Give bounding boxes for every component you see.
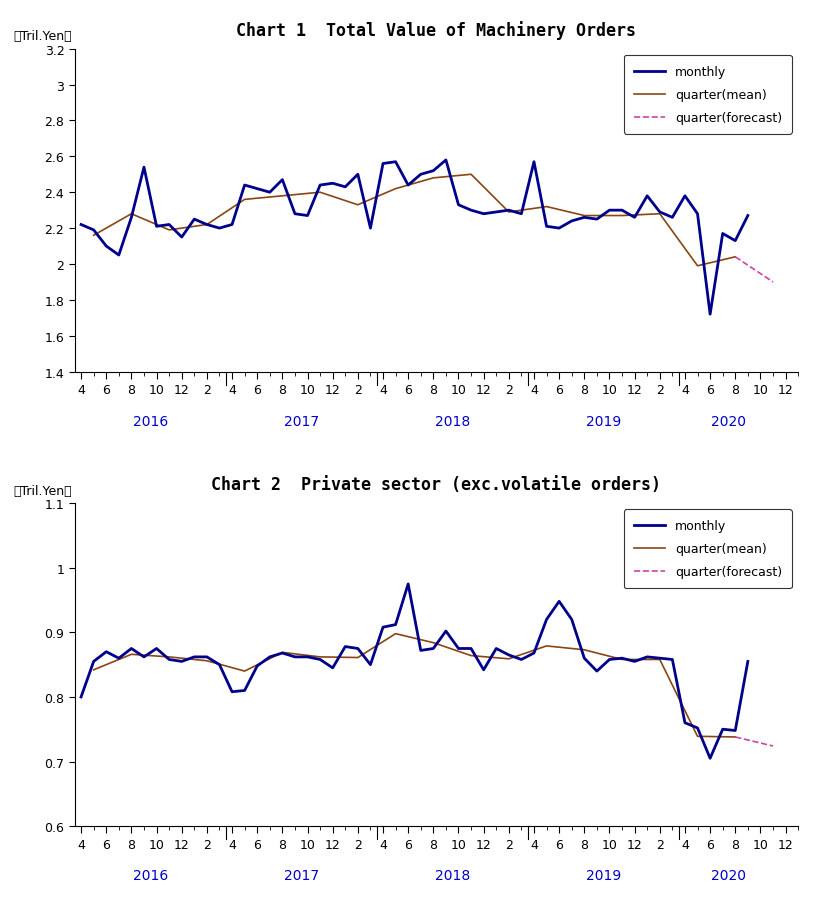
Text: （Tril.Yen）: （Tril.Yen） [13, 484, 72, 497]
Legend: monthly, quarter(mean), quarter(forecast): monthly, quarter(mean), quarter(forecast… [623, 56, 792, 134]
Text: 2019: 2019 [586, 868, 621, 882]
Legend: monthly, quarter(mean), quarter(forecast): monthly, quarter(mean), quarter(forecast… [623, 510, 792, 589]
Text: 2016: 2016 [133, 414, 168, 428]
Text: 2020: 2020 [712, 414, 746, 428]
Text: 2016: 2016 [133, 868, 168, 882]
Text: 2018: 2018 [435, 414, 470, 428]
Text: 2020: 2020 [712, 868, 746, 882]
Title: Chart 1  Total Value of Machinery Orders: Chart 1 Total Value of Machinery Orders [237, 21, 636, 40]
Text: （Tril.Yen）: （Tril.Yen） [13, 30, 72, 43]
Text: 2018: 2018 [435, 868, 470, 882]
Text: 2019: 2019 [586, 414, 621, 428]
Title: Chart 2  Private sector (exc.volatile orders): Chart 2 Private sector (exc.volatile ord… [211, 475, 662, 493]
Text: 2017: 2017 [283, 414, 319, 428]
Text: 2017: 2017 [283, 868, 319, 882]
